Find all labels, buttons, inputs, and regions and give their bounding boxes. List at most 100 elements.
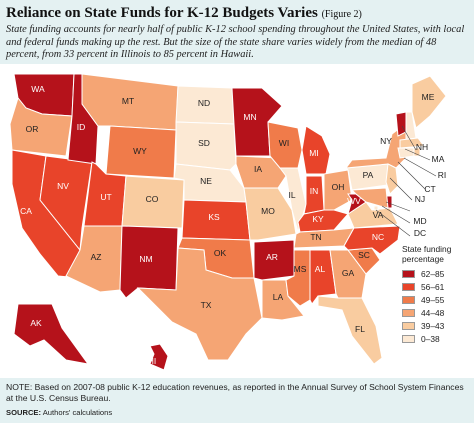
leader-nj xyxy=(389,177,413,201)
state-label-az: AZ xyxy=(91,252,102,262)
state-label-mi: MI xyxy=(309,148,318,158)
state-label-co: CO xyxy=(146,194,159,204)
state-label-ms: MS xyxy=(294,264,307,274)
state-or xyxy=(9,96,73,157)
state-label-sd: SD xyxy=(198,138,210,148)
note-text: NOTE: Based on 2007-08 public K-12 educa… xyxy=(6,382,464,403)
state-fl xyxy=(317,295,383,365)
figure-subtitle: State funding accounts for nearly half o… xyxy=(6,24,465,61)
state-ak xyxy=(13,303,90,365)
state-label-nv: NV xyxy=(57,181,69,191)
state-md xyxy=(350,187,389,209)
state-label-vt: VT xyxy=(397,96,408,106)
legend-label: 39–43 xyxy=(421,320,445,331)
state-nj xyxy=(385,163,399,195)
legend-item: 44–48 xyxy=(402,307,474,318)
legend-label: 44–48 xyxy=(421,307,445,318)
state-sd xyxy=(175,121,237,171)
state-label-ok: OK xyxy=(214,248,227,258)
legend-label: 56–61 xyxy=(421,281,445,292)
state-label-ut: UT xyxy=(100,192,111,202)
state-label-mt: MT xyxy=(122,96,134,106)
state-label-hi: HI xyxy=(148,356,157,366)
source-label: SOURCE: xyxy=(6,408,42,417)
leader-ct xyxy=(397,161,426,190)
legend-swatch xyxy=(402,308,415,317)
state-label-ma: MA xyxy=(432,154,445,164)
state-label-me: ME xyxy=(422,92,435,102)
state-tx xyxy=(136,247,263,361)
state-label-va: VA xyxy=(373,210,384,220)
legend-swatch xyxy=(402,295,415,304)
state-label-md: MD xyxy=(413,216,426,226)
state-co xyxy=(121,175,185,229)
legend-title: State funding percentage xyxy=(402,244,452,264)
leader-md xyxy=(381,205,411,224)
state-ar xyxy=(253,239,295,281)
state-label-ia: IA xyxy=(254,164,262,174)
state-label-ca: CA xyxy=(20,206,32,216)
state-vt xyxy=(395,111,407,137)
state-mo xyxy=(243,187,297,241)
source-line: SOURCE: Authors' calculations xyxy=(6,408,468,417)
state-dc xyxy=(373,205,379,211)
state-ct xyxy=(397,147,415,159)
state-label-in: IN xyxy=(310,186,319,196)
state-label-ar: AR xyxy=(266,252,278,262)
us-map: WA OR CA NV ID MT WY UT AZ CO NM ND SD NE KS OK TX MN IA MO… xyxy=(9,73,447,371)
state-oh xyxy=(323,169,353,211)
legend-item: 39–43 xyxy=(402,320,474,331)
leader-lines xyxy=(375,125,437,237)
state-label-oh: OH xyxy=(332,182,345,192)
legend-swatch xyxy=(402,321,415,330)
state-label-ks: KS xyxy=(208,212,220,222)
state-label-or: OR xyxy=(26,124,39,134)
state-label-sc: SC xyxy=(358,250,370,260)
legend-item: 0–38 xyxy=(402,333,474,344)
labels-layer: WA OR CA NV ID MT WY UT AZ CO NM ND SD NE KS OK TX MN IA MO… xyxy=(20,84,446,366)
legend-label: 49–55 xyxy=(421,294,445,305)
legend-label: 0–38 xyxy=(421,333,440,344)
state-label-id: ID xyxy=(77,122,86,132)
state-label-ne: NE xyxy=(200,176,212,186)
legend-swatch xyxy=(402,282,415,291)
figure-title: Reliance on State Funds for K-12 Budgets… xyxy=(6,5,468,22)
leader-ri xyxy=(403,157,437,177)
leader-nh xyxy=(401,125,417,151)
state-label-nj: NJ xyxy=(415,194,425,204)
figure-number: (Figure 2) xyxy=(321,9,362,20)
source-text: Authors' calculations xyxy=(42,408,113,417)
states-layer xyxy=(9,73,447,371)
legend-item: 56–61 xyxy=(402,281,474,292)
legend-swatch xyxy=(402,269,415,278)
leader-dc xyxy=(375,209,411,237)
leader-de xyxy=(385,201,411,212)
state-label-mo: MO xyxy=(261,206,275,216)
state-label-la: LA xyxy=(273,292,284,302)
state-hi xyxy=(149,343,169,371)
state-me xyxy=(411,75,447,129)
state-label-mn: MN xyxy=(243,112,256,122)
state-label-wv: WV xyxy=(347,196,361,206)
state-label-ri: RI xyxy=(438,170,447,180)
state-label-de: DE xyxy=(414,204,426,214)
title-main: Reliance on State Funds for K-12 Budgets… xyxy=(6,5,318,21)
state-il xyxy=(279,167,307,234)
state-label-wa: WA xyxy=(31,84,45,94)
legend-item: 49–55 xyxy=(402,294,474,305)
state-label-dc: DC xyxy=(414,228,426,238)
state-label-wi: WI xyxy=(279,138,289,148)
state-label-wy: WY xyxy=(133,146,147,156)
state-label-nd: ND xyxy=(198,98,210,108)
map-area: WA OR CA NV ID MT WY UT AZ CO NM ND SD NE KS OK TX MN IA MO… xyxy=(0,64,474,378)
state-label-nh: NH xyxy=(416,142,428,152)
state-label-tn: TN xyxy=(310,232,321,242)
state-label-nc: NC xyxy=(372,232,384,242)
state-label-tx: TX xyxy=(201,300,212,310)
state-label-ak: AK xyxy=(30,318,42,328)
legend-label: 62–85 xyxy=(421,268,445,279)
legend-item: 62–85 xyxy=(402,268,474,279)
state-label-fl: FL xyxy=(355,324,365,334)
state-label-pa: PA xyxy=(363,170,374,180)
